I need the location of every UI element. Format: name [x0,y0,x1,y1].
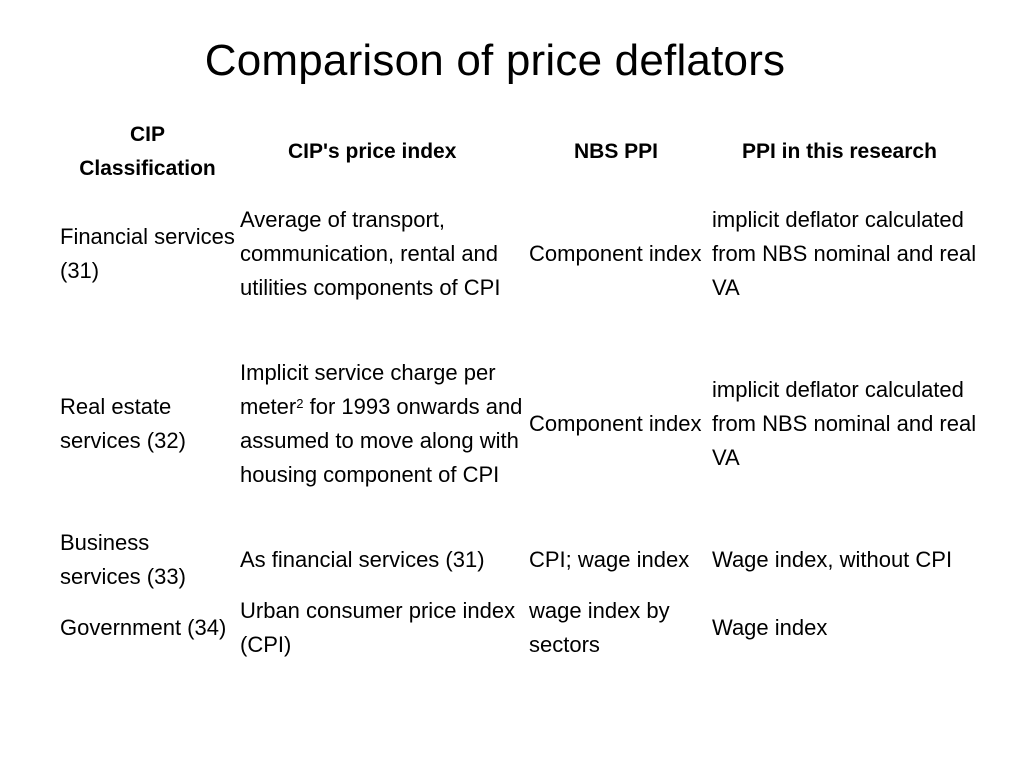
header-ppi-in-this-research: PPI in this research [742,140,937,163]
cell-cip-price-index: Average of transport, communication, ren… [240,207,501,300]
cell-cip-price-index: Urban consumer price index (CPI) [240,598,516,657]
cell-ppi-in-this-research: Wage index, without CPI [712,547,953,572]
cell-nbs-ppi: Component index [529,241,702,266]
table-header-row: CIP Classification CIP's price index NBS… [60,118,1000,186]
cell-cip-price-index: Implicit service charge per meter2 for 1… [240,322,532,526]
superscript-footnote: 2 [296,396,304,411]
deflator-comparison-table: CIP Classification CIP's price index NBS… [60,118,1000,662]
cell-text-part: Implicit service charge per meter [240,360,496,419]
cell-classification: Business services (33) [60,530,186,589]
cell-classification: Financial services (31) [60,224,235,283]
header-cip-price-index: CIP's price index [288,140,457,163]
cell-classification: Government (34) [60,615,227,640]
cell-cip-price-index: As financial services (31) [240,547,485,572]
cell-nbs-ppi: CPI; wage index [529,547,690,572]
cell-text-part: for 1993 onwards and assumed to move alo… [240,394,523,487]
cell-ppi-in-this-research: Wage index [712,615,828,640]
cell-ppi-in-this-research: implicit deflator calculated from NBS no… [712,377,977,470]
cell-nbs-ppi: wage index by sectors [529,598,670,657]
page-title: Comparison of price deflators [204,36,786,85]
cell-classification: Real estate services (32) [60,394,186,453]
table-row: Business services (33) As financial serv… [60,526,1000,594]
table-row: Financial services (31) Average of trans… [60,186,1000,322]
header-cip-classification: CIP Classification [79,123,216,180]
cell-nbs-ppi: Component index [529,411,702,436]
table-row: Government (34) Urban consumer price ind… [60,594,1000,662]
table-row: Real estate services (32) Implicit servi… [60,322,1000,526]
header-nbs-ppi: NBS PPI [574,140,659,163]
cell-ppi-in-this-research: implicit deflator calculated from NBS no… [712,207,977,300]
